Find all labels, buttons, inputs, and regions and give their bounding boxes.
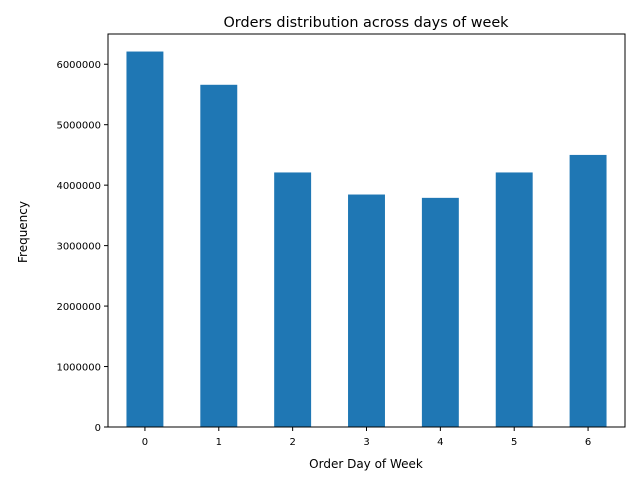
x-tick-label: 3 [363,437,369,448]
x-axis-label: Order Day of Week [309,457,423,471]
bar-6 [569,154,607,427]
y-tick-label: 0 [95,423,101,434]
y-axis-label: Frequency [16,201,30,263]
y-axis-ticks: 0 1000000 2000000 3000000 4000000 5000000 6000… [56,60,108,434]
y-tick-label: 5000000 [56,121,101,132]
x-tick-label: 2 [289,437,295,448]
bar-0 [126,51,164,428]
bar-2 [274,172,312,427]
bar-4 [421,197,459,427]
y-tick-label: 3000000 [56,242,101,253]
x-tick-label: 5 [511,437,517,448]
bar-3 [348,194,385,427]
x-tick-label: 4 [437,437,443,448]
y-tick-label: 4000000 [56,181,101,192]
y-tick-label: 2000000 [56,302,101,313]
x-tick-label: 0 [142,437,148,448]
x-tick-label: 1 [216,437,222,448]
y-tick-label: 1000000 [56,363,101,374]
bar-1 [200,84,238,427]
bars-group [126,51,607,428]
bar-5 [495,172,533,427]
chart-title: Orders distribution across days of week [223,15,509,31]
y-tick-label: 6000000 [56,60,101,71]
x-axis-ticks: 0 1 2 3 4 5 6 [142,427,591,448]
x-tick-label: 6 [585,437,591,448]
